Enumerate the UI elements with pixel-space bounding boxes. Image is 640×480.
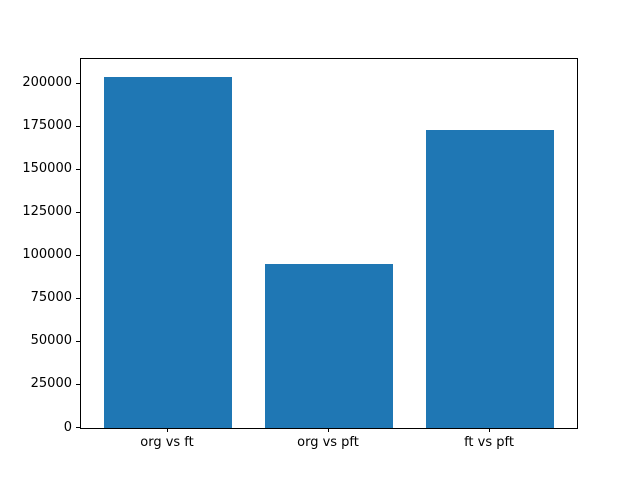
x-tick-mark bbox=[489, 428, 490, 432]
x-tick-label: org vs pft bbox=[297, 435, 359, 450]
x-tick-mark bbox=[328, 428, 329, 432]
y-tick-label: 50000 bbox=[30, 333, 72, 349]
x-tick-mark bbox=[167, 428, 168, 432]
y-tick-mark bbox=[76, 211, 80, 213]
y-tick-label: 125000 bbox=[22, 204, 72, 220]
x-tick-label: ft vs pft bbox=[464, 435, 514, 450]
y-tick-label: 0 bbox=[63, 419, 72, 435]
y-tick-label: 150000 bbox=[22, 161, 72, 177]
y-tick-label: 175000 bbox=[22, 118, 72, 133]
y-tick-label: 75000 bbox=[30, 290, 72, 306]
plot-area bbox=[80, 58, 578, 429]
y-tick-label: 100000 bbox=[22, 247, 72, 263]
y-tick-mark bbox=[76, 168, 80, 170]
y-tick-label: 200000 bbox=[22, 75, 72, 90]
y-tick-mark bbox=[76, 427, 80, 428]
y-tick-mark bbox=[76, 254, 80, 256]
y-tick-mark bbox=[76, 125, 80, 127]
bar-ft-vs-pft bbox=[425, 130, 555, 428]
y-tick-mark bbox=[76, 297, 80, 299]
y-tick-mark bbox=[76, 383, 80, 385]
y-tick-mark bbox=[76, 82, 80, 84]
y-tick-label: 25000 bbox=[30, 376, 72, 392]
y-tick-mark bbox=[76, 340, 80, 342]
bar-org-vs-pft bbox=[264, 264, 394, 428]
bar-org-vs-ft bbox=[103, 76, 233, 428]
x-tick-label: org vs ft bbox=[140, 435, 194, 450]
